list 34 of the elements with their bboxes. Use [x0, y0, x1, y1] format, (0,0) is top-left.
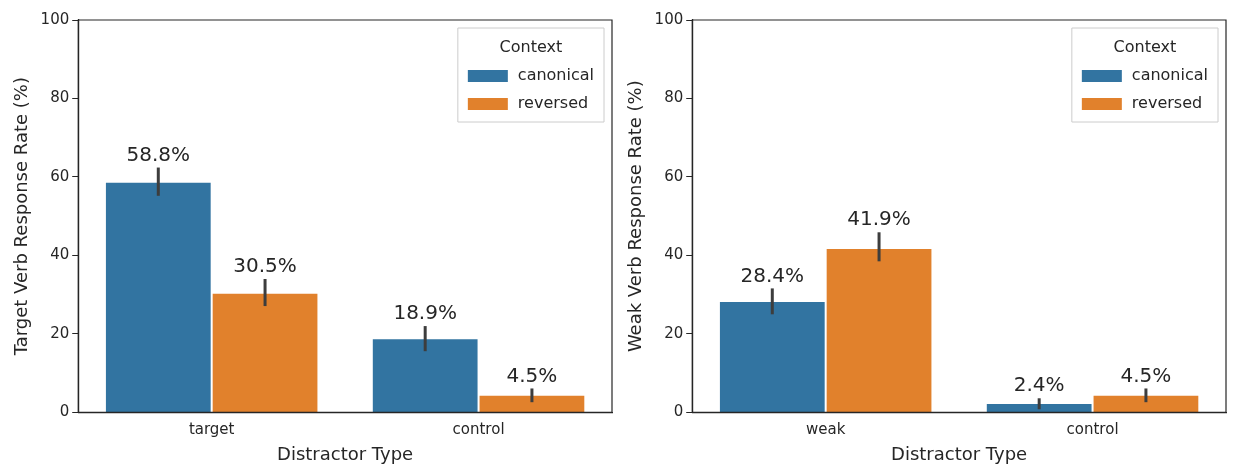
- data-label: 4.5%: [1120, 362, 1172, 387]
- legend-label: canonical: [1131, 65, 1209, 85]
- y-tick-label: 20: [50, 323, 70, 342]
- legend-title: Context: [1113, 37, 1177, 57]
- data-label: 18.9%: [393, 300, 457, 325]
- legend-title: Context: [499, 37, 563, 57]
- legend-label: reversed: [1131, 93, 1203, 113]
- y-tick-label: 100: [654, 9, 684, 28]
- y-tick-label: 20: [664, 323, 684, 342]
- data-label: 30.5%: [233, 253, 297, 278]
- data-label: 4.5%: [506, 362, 558, 387]
- data-label: 58.8%: [126, 141, 191, 166]
- y-tick-label: 0: [673, 402, 684, 421]
- data-label: 28.4%: [740, 262, 805, 287]
- y-tick-label: 40: [50, 245, 70, 264]
- legend-label: canonical: [517, 65, 595, 85]
- x-tick-label: target: [188, 420, 235, 439]
- x-tick-label: control: [452, 420, 505, 439]
- y-axis-title: Target Verb Response Rate (%): [10, 77, 32, 357]
- x-axis-title: Distractor Type: [277, 442, 414, 464]
- x-axis-title: Distractor Type: [891, 442, 1028, 464]
- y-tick-label: 0: [59, 402, 70, 421]
- data-label: 2.4%: [1013, 372, 1065, 397]
- y-tick-label: 100: [40, 9, 70, 28]
- x-tick-label: control: [1066, 420, 1119, 439]
- y-tick-label: 60: [664, 166, 684, 185]
- y-tick-label: 60: [50, 166, 70, 185]
- y-tick-label: 80: [50, 88, 70, 107]
- y-tick-label: 40: [664, 245, 684, 264]
- legend-label: reversed: [517, 93, 589, 113]
- y-axis-title: Weak Verb Response Rate (%): [624, 80, 646, 353]
- data-label: 41.9%: [847, 206, 911, 231]
- y-tick-label: 80: [664, 88, 684, 107]
- x-tick-label: weak: [805, 420, 846, 439]
